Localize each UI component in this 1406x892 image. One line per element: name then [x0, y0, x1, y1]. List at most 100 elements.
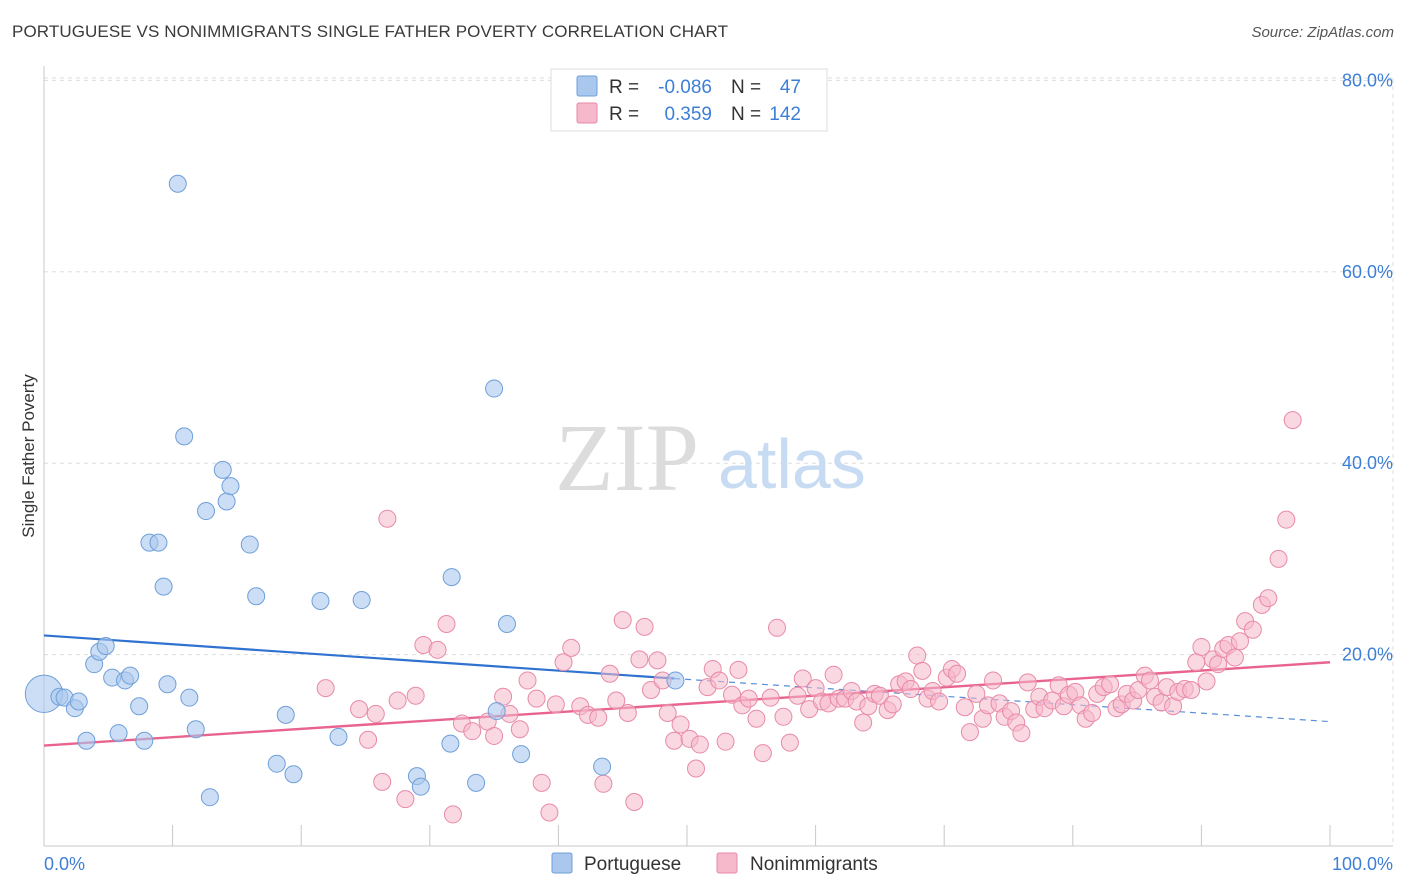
portuguese-point-24	[200, 788, 219, 807]
nonimmigrants-point-114	[1101, 675, 1120, 694]
nonimmigrants-point-50	[716, 732, 735, 751]
nonimmigrants-point-10	[428, 640, 447, 659]
portuguese-point-44	[512, 745, 531, 764]
nonimmigrants-point-32	[607, 691, 626, 710]
legend-r-value-1: -0.086	[658, 77, 712, 98]
portuguese-point-21	[180, 688, 199, 707]
portuguese-point-18	[158, 675, 177, 694]
legend-r-value-2: 0.359	[664, 104, 712, 125]
nonimmigrants-point-142	[1269, 549, 1288, 568]
nonimmigrants-point-14	[463, 722, 482, 741]
portuguese-trend-line	[43, 634, 675, 680]
nonimmigrants-point-20	[518, 671, 537, 690]
portuguese-point-43	[497, 614, 516, 633]
y-axis-title: Single Father Poverty	[19, 374, 38, 538]
nonimmigrants-points	[316, 411, 1302, 824]
nonimmigrants-point-67	[824, 665, 843, 684]
portuguese-point-13	[130, 697, 149, 716]
nonimmigrants-point-100	[1018, 673, 1037, 692]
nonimmigrants-point-46	[690, 735, 709, 754]
nonimmigrants-point-88	[948, 664, 967, 683]
portuguese-point-33	[311, 592, 330, 611]
watermark-atlas: atlas	[718, 425, 866, 503]
nonimmigrants-point-4	[373, 772, 392, 791]
x-tick-min: 0.0%	[44, 854, 85, 874]
legend-swatch-portuguese	[576, 75, 598, 97]
nonimmigrants-point-7	[396, 790, 415, 809]
portuguese-point-26	[217, 492, 236, 511]
portuguese-point-29	[247, 587, 266, 606]
nonimmigrants-point-72	[854, 713, 873, 732]
portuguese-point-28	[240, 535, 259, 554]
portuguese-point-5	[77, 731, 96, 750]
nonimmigrants-point-61	[788, 686, 807, 705]
nonimmigrants-point-80	[901, 680, 920, 699]
bottom-legend-swatch-nonimmigrants	[716, 852, 738, 874]
nonimmigrants-point-31	[600, 664, 619, 683]
trend-lines	[43, 634, 1331, 747]
portuguese-point-41	[485, 379, 504, 398]
nonimmigrants-point-1	[350, 700, 369, 719]
portuguese-points	[24, 174, 685, 807]
nonimmigrants-point-60	[780, 733, 799, 752]
nonimmigrants-point-137	[1230, 632, 1249, 651]
nonimmigrants-point-82	[913, 661, 932, 680]
nonimmigrants-point-131	[1197, 672, 1216, 691]
portuguese-point-12	[121, 666, 140, 685]
x-tick-max: 100.0%	[1332, 854, 1393, 874]
y-tick-label-60: 60.0%	[1342, 262, 1393, 282]
nonimmigrants-point-62	[793, 669, 812, 688]
nonimmigrants-point-24	[546, 695, 565, 714]
portuguese-point-14	[135, 731, 154, 750]
nonimmigrants-point-38	[641, 681, 660, 700]
nonimmigrants-point-133	[1209, 655, 1228, 674]
portuguese-point-35	[352, 591, 371, 610]
nonimmigrants-point-33	[613, 611, 632, 630]
portuguese-point-25	[213, 460, 232, 479]
nonimmigrants-point-35	[625, 792, 644, 811]
portuguese-point-39	[442, 568, 461, 587]
nonimmigrants-point-45	[687, 759, 706, 778]
nonimmigrants-point-136	[1225, 648, 1244, 667]
nonimmigrants-point-141	[1259, 589, 1278, 608]
portuguese-point-20	[175, 427, 194, 446]
portuguese-point-22	[186, 720, 205, 739]
nonimmigrants-point-55	[747, 709, 766, 728]
nonimmigrants-point-36	[630, 650, 649, 669]
portuguese-point-31	[276, 705, 295, 724]
nonimmigrants-point-16	[485, 726, 504, 745]
portuguese-point-42	[487, 702, 506, 721]
nonimmigrants-point-111	[1083, 703, 1102, 722]
portuguese-point-37	[411, 777, 430, 796]
portuguese-point-17	[154, 577, 173, 596]
portuguese-point-30	[267, 754, 286, 773]
nonimmigrants-point-49	[710, 671, 729, 690]
legend-n-label-1: N =	[731, 77, 761, 98]
legend-n-value-1: 47	[780, 77, 801, 98]
nonimmigrants-point-129	[1187, 653, 1206, 672]
nonimmigrants-point-22	[532, 773, 551, 792]
nonimmigrants-point-57	[761, 688, 780, 707]
portuguese-point-38	[441, 734, 460, 753]
nonimmigrants-point-54	[739, 689, 758, 708]
y-tick-labels: 20.0% 40.0% 60.0% 80.0%	[1342, 70, 1393, 664]
bottom-legend-swatch-portuguese	[551, 852, 573, 874]
chart-title: PORTUGUESE VS NONIMMIGRANTS SINGLE FATHE…	[12, 22, 729, 41]
nonimmigrants-point-2	[359, 730, 378, 749]
nonimmigrants-point-42	[665, 731, 684, 750]
portuguese-point-8	[96, 636, 115, 655]
nonimmigrants-point-19	[510, 720, 529, 739]
nonimmigrants-point-34	[618, 703, 637, 722]
watermark-zip: ZIP	[555, 404, 699, 511]
legend-swatch-nonimmigrants	[576, 102, 598, 124]
legend-r-label-2: R =	[609, 104, 639, 125]
portuguese-point-23	[197, 502, 216, 521]
nonimmigrants-point-30	[594, 774, 613, 793]
portuguese-point-19	[168, 174, 187, 193]
nonimmigrants-point-58	[768, 618, 787, 637]
nonimmigrants-point-91	[967, 684, 986, 703]
axes	[43, 66, 1393, 847]
nonimmigrants-point-52	[729, 660, 748, 679]
nonimmigrants-point-94	[984, 671, 1003, 690]
